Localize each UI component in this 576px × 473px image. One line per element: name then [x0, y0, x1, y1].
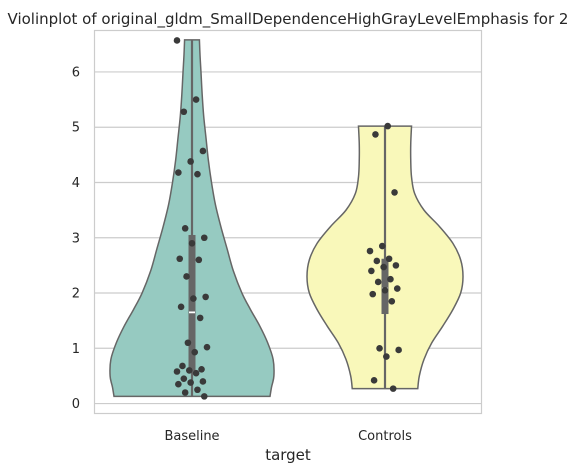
y-tick-label-6: 6	[72, 65, 80, 80]
point-controls-10	[387, 275, 394, 283]
point-baseline-31	[200, 393, 208, 400]
point-controls-8	[380, 263, 387, 271]
box-layer	[188, 39, 389, 397]
point-controls-12	[393, 285, 401, 292]
y-tick-label-0: 0	[72, 397, 80, 412]
point-baseline-1	[192, 96, 200, 103]
point-baseline-22	[185, 367, 193, 374]
point-controls-14	[369, 290, 377, 298]
point-baseline-4	[187, 158, 194, 165]
point-controls-18	[383, 353, 390, 360]
point-baseline-23	[173, 368, 181, 375]
point-baseline-21	[198, 365, 205, 373]
point-controls-1	[372, 131, 379, 138]
y-tick-label-2: 2	[72, 287, 80, 302]
point-baseline-17	[184, 339, 192, 347]
point-baseline-3	[199, 147, 207, 155]
x-tick-label-controls: Controls	[358, 429, 412, 444]
point-controls-17	[395, 346, 402, 354]
y-tick-label-5: 5	[72, 121, 80, 136]
point-baseline-18	[203, 343, 211, 351]
point-baseline-30	[181, 389, 189, 396]
point-baseline-5	[175, 169, 182, 176]
y-tick-label-4: 4	[72, 176, 80, 191]
point-controls-0	[384, 122, 392, 130]
plot-frame	[93, 29, 483, 415]
point-baseline-19	[191, 348, 199, 356]
point-baseline-9	[188, 239, 196, 247]
point-layer	[173, 37, 402, 400]
point-baseline-20	[179, 362, 186, 370]
point-baseline-6	[194, 170, 201, 178]
point-controls-15	[388, 298, 396, 305]
point-baseline-25	[180, 375, 188, 382]
point-controls-16	[376, 344, 383, 352]
point-baseline-14	[190, 295, 197, 302]
chart-title: Violinplot of original_gldm_SmallDepende…	[8, 10, 569, 29]
point-controls-6	[373, 257, 381, 265]
point-baseline-28	[175, 380, 182, 388]
y-tick-label-3: 3	[72, 231, 80, 246]
point-baseline-16	[196, 314, 204, 322]
point-controls-3	[378, 242, 386, 250]
point-controls-11	[374, 278, 382, 286]
point-baseline-15	[177, 303, 185, 311]
point-baseline-27	[187, 379, 194, 386]
y-tick-label-1: 1	[72, 342, 80, 357]
point-controls-13	[381, 286, 389, 294]
point-controls-20	[389, 385, 397, 392]
point-baseline-8	[200, 234, 208, 242]
iqr-box-baseline	[188, 234, 196, 372]
point-baseline-11	[195, 256, 203, 264]
point-controls-7	[392, 262, 400, 269]
point-controls-5	[385, 255, 393, 263]
point-controls-4	[366, 247, 374, 255]
violin-layer	[109, 39, 464, 398]
point-baseline-12	[183, 273, 190, 280]
point-baseline-7	[181, 225, 189, 232]
x-tick-label-baseline: Baseline	[164, 429, 219, 444]
tick-layer: 0 1 2 3 4 5 6 Baseline Controls	[72, 65, 412, 444]
point-baseline-2	[180, 108, 188, 116]
point-baseline-24	[192, 369, 200, 377]
x-axis-label: target	[265, 446, 311, 464]
point-baseline-10	[176, 255, 184, 263]
point-baseline-26	[199, 378, 207, 385]
point-baseline-29	[194, 386, 201, 394]
point-controls-2	[391, 189, 398, 196]
point-baseline-13	[202, 293, 209, 301]
point-controls-9	[368, 267, 375, 275]
point-baseline-0	[173, 37, 181, 44]
point-controls-19	[370, 377, 378, 384]
iqr-box-controls	[381, 258, 389, 315]
